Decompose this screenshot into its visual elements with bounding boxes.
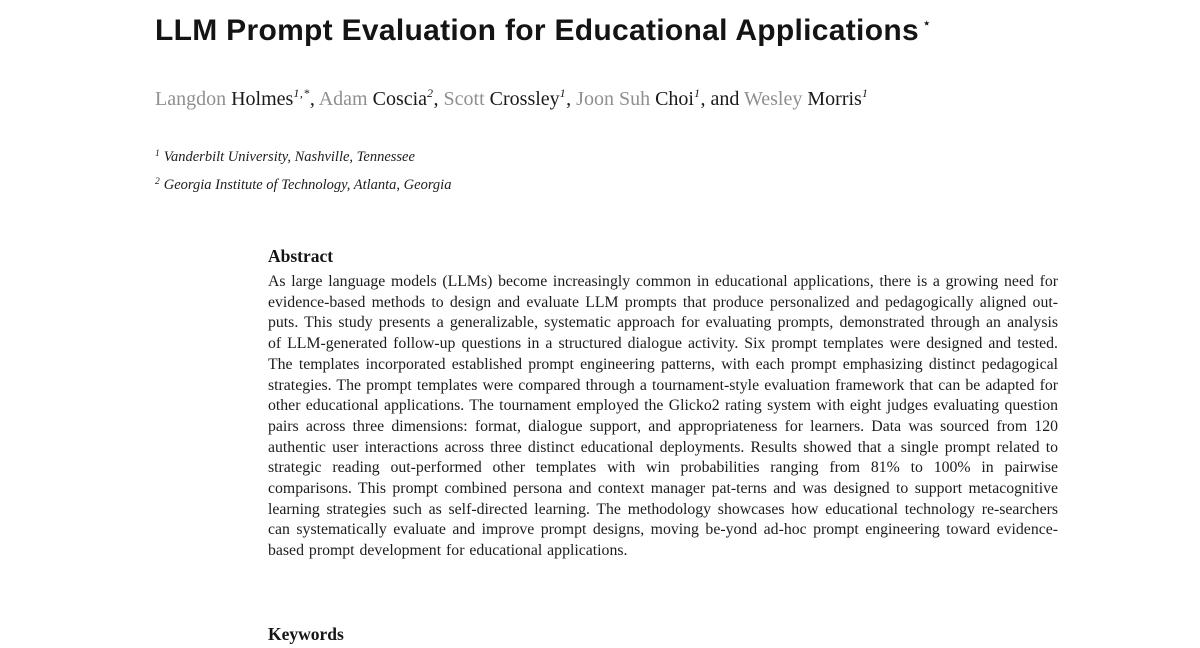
author-conjunction: and (710, 88, 744, 110)
author-first-name: Adam (318, 88, 368, 110)
author-last-name: Holmes (231, 88, 294, 110)
abstract-section: Abstract As large language models (LLMs)… (268, 246, 1058, 562)
author-first-name: Wesley (744, 88, 803, 110)
affiliations-block: 1 Vanderbilt University, Nashville, Tenne… (155, 144, 451, 200)
author-first-name: Joon Suh (576, 88, 651, 110)
affiliation-text: Georgia Institute of Technology, Atlanta… (163, 177, 452, 193)
author-separator: , (700, 88, 711, 110)
author-last-name: Morris (807, 88, 862, 110)
author-last-name: Choi (655, 88, 694, 110)
author: Scott Crossley1, (443, 86, 577, 110)
abstract-text: As large language models (LLMs) become i… (268, 273, 1058, 560)
author-last-name: Coscia (372, 88, 428, 110)
author-last-name: Crossley (489, 88, 560, 110)
author-first-name: Scott (443, 88, 485, 110)
author-separator: , (433, 88, 444, 110)
author-affiliation-superscript: 1 (693, 86, 701, 100)
authors-line: Langdon Holmes1,*, Adam Coscia2, Scott C… (155, 86, 869, 111)
affiliation-line: 2 Georgia Institute of Technology, Atlant… (155, 172, 451, 200)
keywords-heading: Keywords (268, 624, 344, 644)
author-affiliation-superscript: 1 (559, 86, 567, 100)
paper-title-text: LLM Prompt Evaluation for Educational Ap… (155, 14, 919, 47)
affiliation-line: 1 Vanderbilt University, Nashville, Tenne… (155, 144, 451, 172)
author-affiliation-superscript: 2 (427, 86, 434, 100)
affiliation-superscript: 2 (155, 177, 160, 187)
author: Langdon Holmes1,*, (155, 86, 319, 110)
abstract-heading: Abstract (268, 246, 334, 266)
paper-title: LLM Prompt Evaluation for Educational Ap… (155, 14, 932, 48)
affiliation-text: Vanderbilt University, Nashville, Tennes… (163, 149, 415, 165)
author-separator: , (566, 88, 577, 110)
author: Joon Suh Choi1, (576, 86, 711, 110)
author-affiliation-superscript: 1,* (293, 86, 310, 100)
author-separator: , (309, 88, 319, 110)
author-affiliation-superscript: 1 (861, 86, 869, 100)
author-first-name: Langdon (155, 88, 227, 110)
affiliation-superscript: 1 (155, 149, 160, 159)
author: Adam Coscia2, (318, 86, 444, 110)
keywords-section: Keywords (268, 624, 1058, 648)
author: and Wesley Morris1 (710, 86, 869, 110)
title-footnote-star-icon: ⋆ (921, 15, 932, 32)
